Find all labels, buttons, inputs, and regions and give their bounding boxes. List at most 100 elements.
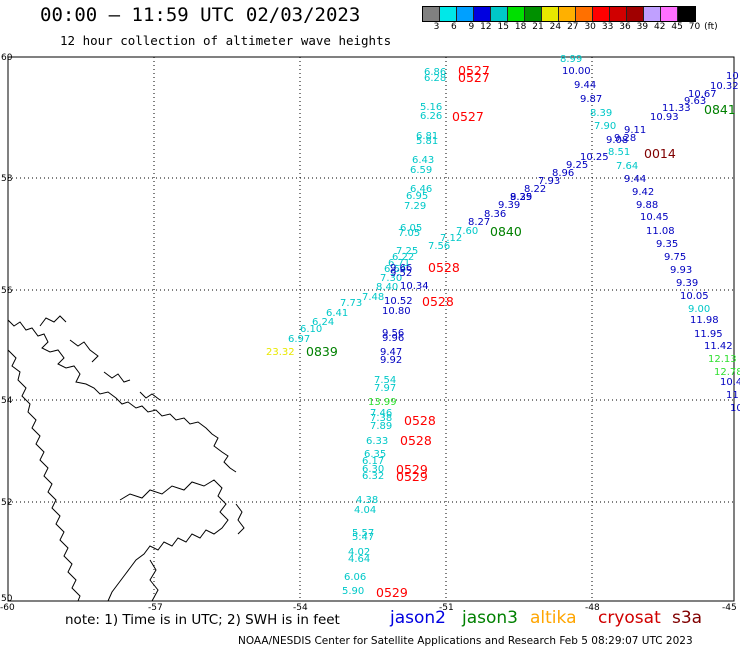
wave-height-value: 6.32 — [362, 471, 384, 482]
wave-height-value: 6.24 — [312, 317, 334, 328]
wave-height-value: 9.39 — [498, 200, 520, 211]
wave-height-value: 8.99 — [560, 54, 582, 65]
footnote: note: 1) Time is in UTC; 2) SWH is in fe… — [65, 612, 340, 628]
axis-labels: 60 58 56 54 52 50 -60 -57 -54 -51 -48 -4… — [0, 53, 737, 613]
wave-height-value: 12.13 — [708, 354, 737, 365]
wave-height-value: 11.08 — [646, 226, 675, 237]
wave-height-value: 6.22 — [392, 252, 414, 263]
color-scale-label: 27 — [567, 22, 579, 32]
wave-height-value: 9.44 — [574, 80, 596, 91]
wave-height-value: 9.00 — [688, 304, 710, 315]
color-scale-label: 33 — [601, 22, 614, 32]
wave-height-value: 9.47 — [380, 347, 402, 358]
wave-height-value: 6.06 — [344, 572, 366, 583]
color-swatch-9 — [576, 7, 593, 21]
color-scale-label: 36 — [619, 22, 631, 32]
color-scale-label: 12 — [480, 22, 492, 32]
color-scale-bar — [422, 6, 696, 22]
wave-height-value: 9.39 — [676, 278, 698, 289]
wave-height-value: 9.52 — [390, 268, 412, 279]
wave-height-value: 8.39 — [590, 108, 612, 119]
pass-time-label: 0014 — [644, 146, 676, 161]
pass-time-label: 0529 — [396, 462, 428, 477]
wave-height-value: 11 — [726, 390, 739, 401]
wave-height-value: 7.93 — [538, 176, 560, 187]
wave-height-value: 8.36 — [484, 209, 506, 220]
color-swatch-5 — [508, 7, 525, 21]
wave-height-value: 7.64 — [616, 161, 638, 172]
color-scale-label: 15 — [497, 22, 509, 32]
wave-height-value: 6.64 — [384, 264, 406, 275]
credit-footer: NOAA/NESDIS Center for Satellite Applica… — [238, 635, 693, 647]
wave-height-value: 7.97 — [374, 383, 396, 394]
wave-height-value: 6.17 — [362, 456, 384, 467]
pass-time-label: 0529 — [396, 469, 428, 484]
pass-time-label: 0839 — [306, 344, 338, 359]
wave-height-value: 7.12 — [440, 233, 462, 244]
pass-time-label: 0528 — [428, 260, 460, 275]
wave-height-value: 7.30 — [380, 273, 402, 284]
map-frame — [7, 56, 735, 602]
wave-height-value: 6.30 — [362, 464, 384, 475]
wave-height-value: 7.89 — [370, 421, 392, 432]
pass-time-label: 0528 — [404, 413, 436, 428]
wave-height-value: 9.28 — [614, 133, 636, 144]
wave-height-value: 9.88 — [636, 200, 658, 211]
pass-time-label: 0527 — [458, 63, 490, 78]
wave-height-value: 12.78 — [714, 367, 740, 378]
pass-time-label: 0527 — [452, 109, 484, 124]
legend-cryosat: cryosat — [598, 608, 661, 628]
wave-height-value: 5.16 — [420, 102, 442, 113]
wave-height-value: 9.87 — [580, 94, 602, 105]
wave-height-value: 9.92 — [380, 355, 402, 366]
lat-label-54: 54 — [1, 396, 13, 406]
wave-height-value: 7.90 — [594, 121, 616, 132]
color-swatch-1 — [440, 7, 457, 21]
lon-label-48: -48 — [585, 603, 600, 613]
wave-height-value: 8.96 — [552, 168, 574, 179]
wave-height-value: 10.45 — [640, 212, 669, 223]
pass-time-label: 0527 — [458, 70, 490, 85]
lon-label-51: -51 — [439, 603, 454, 613]
wave-height-value: 10.4 — [720, 377, 740, 388]
color-swatch-12 — [627, 7, 644, 21]
color-scale-label: 70 — [688, 22, 701, 32]
wave-height-value: 9.08 — [606, 135, 628, 146]
lon-label-54: -54 — [293, 603, 308, 613]
wave-height-value: 10.00 — [562, 66, 591, 77]
color-swatch-0 — [423, 7, 440, 21]
pass-time-label: 0840 — [490, 224, 522, 239]
wave-height-value: 6.59 — [410, 165, 432, 176]
wave-height-value: 4.64 — [348, 554, 370, 565]
wave-height-labels: 6.866.28 5.166.26 6.815.81 6.436.59 6.466.95… — [266, 54, 740, 597]
wave-height-value: 6.81 — [416, 131, 438, 142]
wave-height-value: 7.54 — [374, 375, 396, 386]
pass-time-label: 0528 — [400, 433, 432, 448]
color-swatch-8 — [559, 7, 576, 21]
color-scale-labels: 3 6 9 12 15 18 21 24 27 30 33 36 39 42 45 70 (ft) — [422, 22, 718, 32]
wave-height-value: 4.02 — [348, 547, 370, 558]
wave-height-value: 6.46 — [410, 184, 432, 195]
wave-height-value: 9.39 — [510, 192, 532, 203]
lat-label-60: 60 — [1, 53, 13, 63]
wave-height-value: 10.05 — [680, 291, 709, 302]
color-swatch-14 — [661, 7, 678, 21]
wave-height-value: 6.41 — [326, 308, 348, 319]
wave-height-value: 10.93 — [650, 112, 679, 123]
wave-height-value: 7.73 — [340, 298, 362, 309]
lon-label-60: -60 — [0, 603, 15, 613]
legend-jason3: jason3 — [462, 608, 518, 628]
lat-label-52: 52 — [1, 498, 12, 508]
color-scale-label: 9 — [468, 22, 475, 32]
wave-height-value: 8.40 — [376, 282, 398, 293]
coastline — [7, 315, 245, 602]
color-swatch-7 — [542, 7, 559, 21]
color-scale-label: 42 — [654, 22, 666, 32]
wave-height-value: 6.28 — [424, 73, 446, 84]
wave-height-value: 6.33 — [366, 436, 388, 447]
wave-height-value: 6.43 — [412, 155, 434, 166]
color-swatch-4 — [491, 7, 508, 21]
wave-height-value: 11.95 — [694, 329, 723, 340]
wave-height-value: 9.96 — [382, 333, 404, 344]
wave-height-value: 6.10 — [300, 324, 322, 335]
